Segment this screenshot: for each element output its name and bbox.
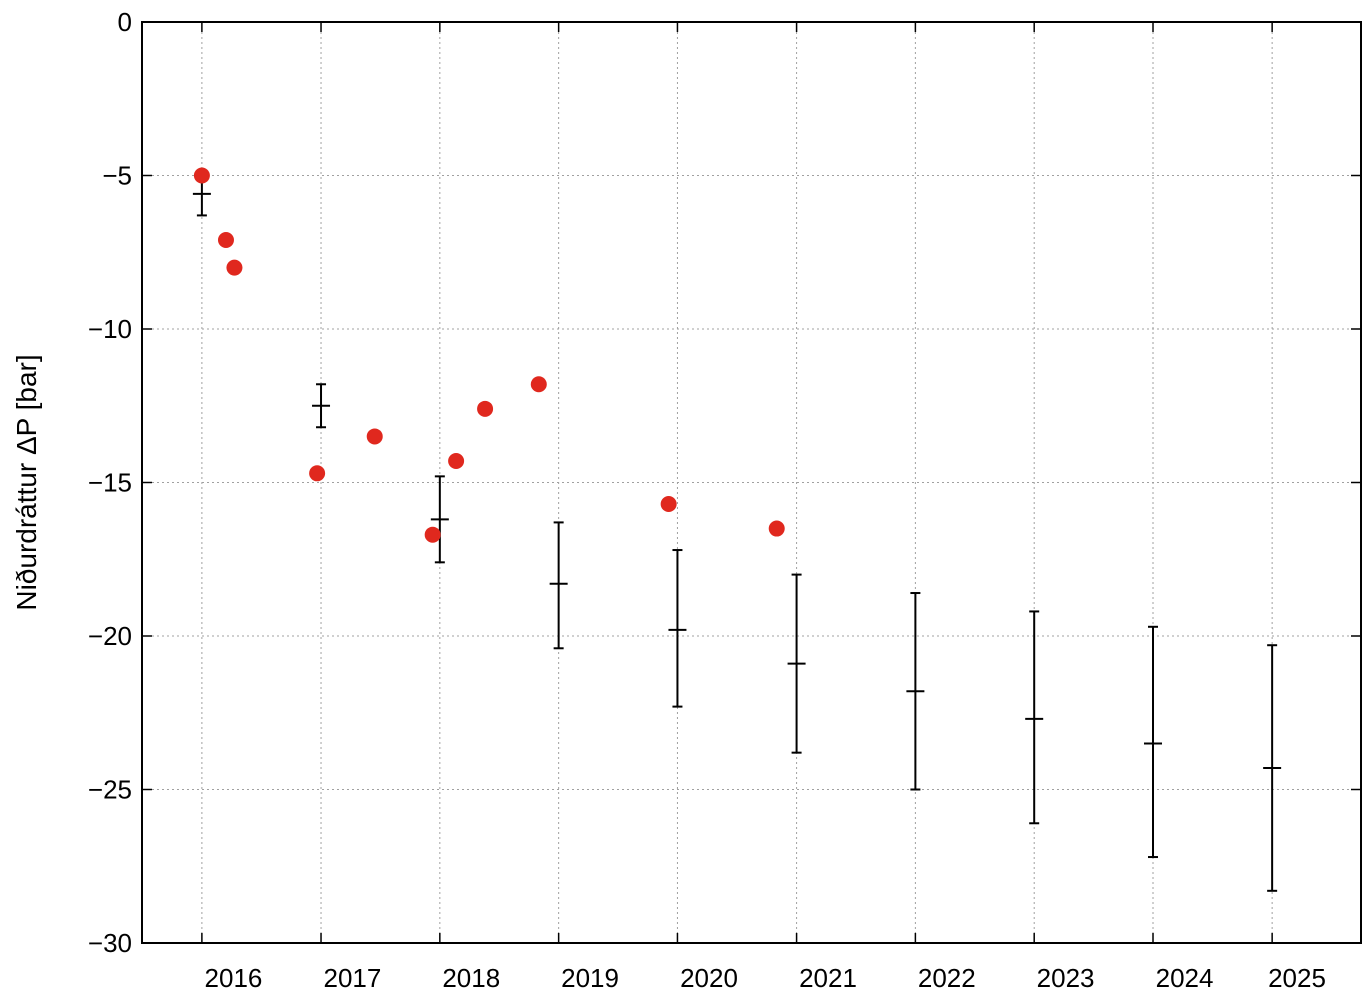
errorbar: [430, 475, 449, 564]
x-tick-label: 2016: [205, 963, 263, 993]
x-tick-label: 2021: [799, 963, 857, 993]
data-point: [226, 259, 243, 276]
y-tick-labels: 0 −5 −10 −15 −20 −25 −30: [88, 7, 132, 958]
x-tick-label: 2024: [1156, 963, 1214, 993]
data-point: [530, 376, 547, 393]
errorbar: [906, 592, 925, 791]
errorbar: [1025, 610, 1044, 825]
y-tick-label: −15: [88, 468, 132, 498]
data-point: [477, 400, 494, 417]
errorbar: [668, 549, 687, 708]
y-tick-label: −10: [88, 314, 132, 344]
data-point: [217, 231, 234, 248]
data-point: [193, 167, 210, 184]
errorbar-series: [192, 174, 1282, 892]
data-point: [768, 520, 785, 537]
x-tick-label: 2023: [1037, 963, 1095, 993]
x-tick-label: 2022: [918, 963, 976, 993]
errorbar: [1144, 625, 1163, 859]
x-tick-label: 2019: [561, 963, 619, 993]
y-tick-label: −25: [88, 775, 132, 805]
plot-frame: [141, 21, 1362, 944]
data-point: [660, 495, 677, 512]
data-point: [424, 526, 441, 543]
y-tick-label: −20: [88, 621, 132, 651]
data-point: [309, 465, 326, 482]
data-point: [448, 453, 465, 470]
errorbar: [1263, 644, 1282, 892]
point-series: [193, 167, 785, 543]
y-tick-label: −30: [88, 928, 132, 958]
errorbar: [312, 383, 331, 429]
y-tick-label: 0: [118, 7, 132, 37]
x-tick-labels: 2016 2017 2018 2019 2020 2021 2022 2023 2024 2025: [205, 963, 1326, 993]
errorbar: [549, 521, 568, 650]
gridlines: [142, 22, 1361, 943]
data-point: [366, 428, 383, 445]
x-tick-label: 2025: [1268, 963, 1326, 993]
x-tick-label: 2017: [324, 963, 382, 993]
x-tick-label: 2018: [442, 963, 500, 993]
y-tick-label: −5: [102, 161, 132, 191]
x-tick-label: 2020: [680, 963, 738, 993]
errorbar: [787, 573, 806, 754]
y-axis-title: Niðurdráttur ΔP [bar]: [11, 354, 42, 610]
